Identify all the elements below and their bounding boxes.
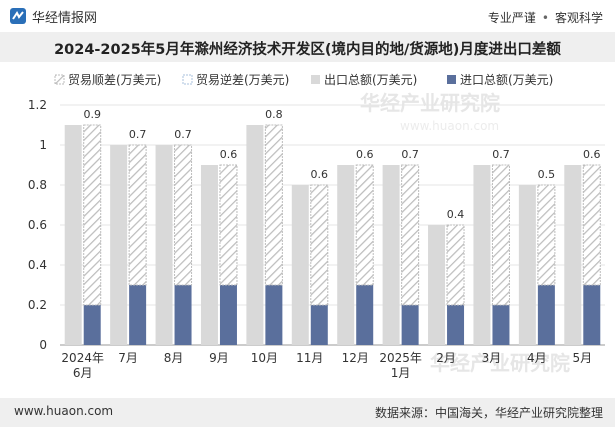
bar-export[interactable] [291, 185, 309, 345]
bar-import[interactable] [310, 305, 328, 345]
x-tick-label: 2025年 [379, 351, 422, 365]
bar-export[interactable] [382, 165, 400, 345]
bar-surplus[interactable] [83, 124, 102, 306]
y-tick-label: 0.8 [28, 178, 47, 192]
x-tick-label: 9月 [209, 351, 229, 365]
bar-import[interactable] [537, 285, 555, 345]
x-tick-label: 8月 [164, 351, 184, 365]
x-tick-label: 12月 [342, 351, 369, 365]
x-tick-label: 5月 [572, 351, 592, 365]
bar-export[interactable] [246, 125, 264, 345]
bar-export[interactable] [337, 165, 355, 345]
bullet-separator-icon: • [541, 10, 549, 25]
x-tick-label: 11月 [296, 351, 323, 365]
y-tick-label: 1 [39, 138, 47, 152]
bar-chart: 华经产业研究院 www.huaon.com 华经产业研究院 贸易顺差(万美元) 贸易逆差… [28, 72, 605, 380]
x-tick-label: 2024年 [61, 351, 104, 365]
x-tick-label: 1月 [391, 366, 411, 380]
bar-surplus[interactable] [401, 164, 420, 306]
data-label: 0.7 [129, 128, 147, 141]
y-tick-label: 0.4 [28, 258, 47, 272]
bar-export[interactable] [428, 225, 446, 345]
bar-surplus[interactable] [446, 224, 465, 306]
bar-import[interactable] [219, 285, 237, 345]
x-tick-label: 2月 [436, 351, 456, 365]
bar-surplus[interactable] [264, 124, 283, 286]
chart-title: 2024-2025年5月年滁州经济技术开发区(境内目的地/货源地)月度进出口差额 [54, 42, 561, 58]
data-label: 0.4 [447, 208, 465, 221]
bar-export[interactable] [110, 145, 128, 345]
bar-surplus[interactable] [355, 164, 374, 286]
bar-import[interactable] [447, 305, 465, 345]
slogan-tags: 专业严谨 • 客观科学 [488, 9, 603, 26]
brand-logo[interactable]: 华经情报网 [10, 7, 98, 26]
bar-import[interactable] [583, 285, 601, 345]
legend-swatch [311, 75, 320, 84]
bar-surplus[interactable] [310, 184, 329, 306]
data-label: 0.6 [220, 148, 238, 161]
legend-label: 出口总额(万美元) [324, 73, 417, 87]
data-label: 0.7 [401, 148, 419, 161]
data-label: 0.6 [356, 148, 374, 161]
x-tick-label: 4月 [527, 351, 547, 365]
y-tick-label: 0.6 [28, 218, 47, 232]
bar-export[interactable] [155, 145, 173, 345]
footer-site-link[interactable]: www.huaon.com [14, 404, 114, 418]
bar-import[interactable] [356, 285, 374, 345]
top-bar: 华经情报网 专业严谨 • 客观科学 [0, 0, 615, 32]
bar-import[interactable] [174, 285, 192, 345]
legend-label: 贸易逆差(万美元) [196, 72, 289, 87]
x-tick-label: 10月 [251, 351, 278, 365]
watermark-text: 华经产业研究院 [430, 351, 570, 375]
legend-swatch [54, 74, 65, 85]
bar-import[interactable] [265, 285, 283, 345]
data-label: 0.6 [583, 148, 601, 161]
legend-swatch [182, 74, 193, 85]
data-label: 0.5 [538, 168, 556, 181]
bar-export[interactable] [564, 165, 582, 345]
legend-swatch [447, 75, 456, 84]
bar-import[interactable] [492, 305, 510, 345]
bar-surplus[interactable] [537, 184, 556, 286]
bar-surplus[interactable] [174, 144, 193, 286]
slogan-tag-rigorous: 专业严谨 [487, 11, 536, 25]
watermark-text: 华经产业研究院 [360, 91, 500, 115]
x-tick-label: 6月 [73, 366, 93, 380]
title-bar: 2024-2025年5月年滁州经济技术开发区(境内目的地/货源地)月度进出口差额 [0, 32, 615, 62]
huajing-logo-icon [10, 8, 26, 24]
bar-import[interactable] [83, 305, 101, 345]
bar-export[interactable] [64, 125, 82, 345]
brand-name: 华经情报网 [32, 10, 98, 26]
data-label: 0.8 [265, 108, 283, 121]
bar-export[interactable] [200, 165, 218, 345]
x-tick-label: 7月 [118, 351, 138, 365]
slogan-tag-objective: 客观科学 [554, 11, 603, 25]
data-source-note: 数据来源：中国海关，华经产业研究院整理 [374, 406, 603, 420]
bar-surplus[interactable] [582, 164, 601, 286]
legend-label: 贸易顺差(万美元) [68, 73, 161, 87]
data-label: 0.6 [311, 168, 329, 181]
legend-label: 进口总额(万美元) [460, 73, 553, 87]
bar-surplus[interactable] [491, 164, 510, 306]
bar-import[interactable] [129, 285, 147, 345]
bar-surplus[interactable] [219, 164, 238, 286]
data-label: 0.7 [174, 128, 192, 141]
y-tick-label: 0.2 [28, 298, 47, 312]
watermark-url: www.huaon.com [400, 119, 499, 133]
y-tick-label: 1.2 [28, 98, 47, 112]
bar-export[interactable] [473, 165, 491, 345]
data-label: 0.7 [492, 148, 510, 161]
bar-surplus[interactable] [128, 144, 147, 286]
y-tick-label: 0 [39, 338, 47, 352]
x-tick-label: 3月 [482, 351, 502, 365]
footer-bar: www.huaon.com 数据来源：中国海关，华经产业研究院整理 [0, 398, 615, 427]
data-label: 0.9 [83, 108, 101, 121]
bar-export[interactable] [518, 185, 536, 345]
bar-import[interactable] [401, 305, 419, 345]
